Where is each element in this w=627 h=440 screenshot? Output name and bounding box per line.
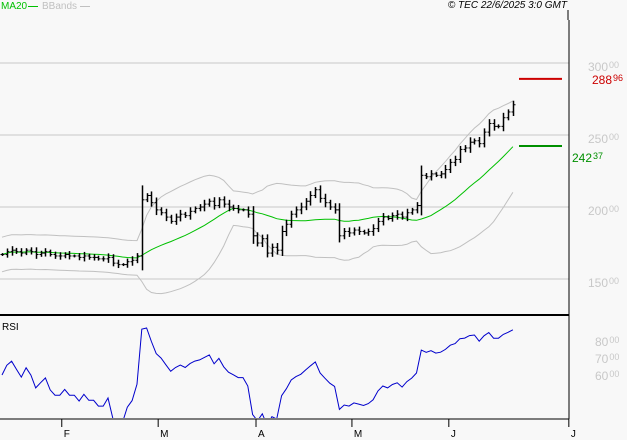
y-tick-label: 15000 (588, 276, 619, 290)
rsi-line (1, 327, 514, 418)
x-month-label: F (64, 429, 70, 440)
x-month-label: A (258, 429, 265, 440)
y-tick-label: 30000 (588, 60, 619, 74)
rsi-tick-label: 6000 (595, 369, 619, 383)
x-month-label: M (160, 429, 168, 440)
rsi-panel-label: RSI (2, 322, 19, 333)
rsi-tick-label: 7000 (595, 352, 619, 366)
x-month-label: M (354, 429, 362, 440)
legend-bbands-line (80, 6, 90, 7)
x-month-label: J (451, 429, 456, 440)
y-tick-label: 25000 (588, 132, 619, 146)
x-month-label: J (571, 429, 576, 440)
legend-ma20: MA20 (1, 1, 28, 12)
legend-bbands: BBands (42, 1, 78, 12)
legend-ma20-line (28, 6, 38, 7)
copyright-timestamp: © TEC 22/6/2025 3:0 GMT (447, 0, 567, 11)
last-high-label: 28896 (592, 73, 623, 87)
rsi-tick-label: 8000 (595, 335, 619, 349)
y-tick-label: 20000 (588, 204, 619, 218)
bband-upper-line (1, 100, 514, 242)
last-ma20-label: 24237 (572, 151, 603, 165)
ma20-line (1, 146, 514, 259)
